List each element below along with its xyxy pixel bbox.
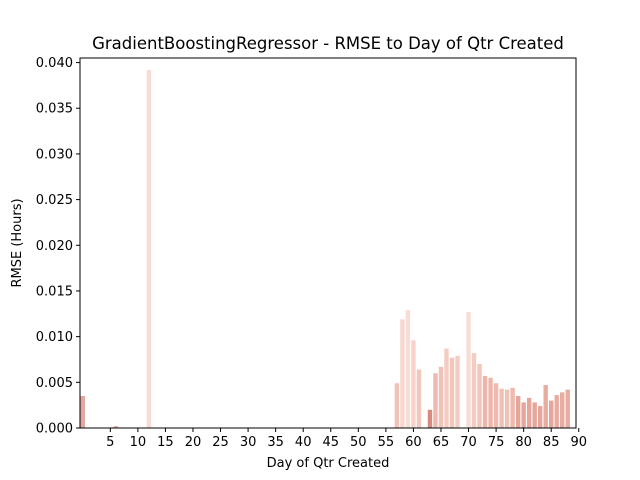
- x-tick-label: 85: [543, 435, 560, 450]
- plot-frame: [79, 57, 577, 429]
- x-tick-label: 30: [240, 435, 257, 450]
- bar-day-84: [543, 385, 548, 428]
- bar-day-81: [526, 397, 532, 428]
- y-tick-label: 0.030: [36, 147, 73, 162]
- bar-day-75: [493, 383, 499, 428]
- y-axis-label: RMSE (Hours): [10, 198, 25, 287]
- x-tick-label: 55: [378, 435, 395, 450]
- chart-title: GradientBoostingRegressor - RMSE to Day …: [92, 34, 564, 53]
- bar-day-76: [499, 388, 504, 428]
- x-tick-label: 65: [433, 435, 450, 450]
- bar-day-67: [449, 357, 455, 428]
- bar-day-57: [394, 383, 400, 428]
- x-tick-label: 40: [295, 435, 312, 450]
- x-axis-ticks: 5 10 15 20 25 30 35 40 45 50 55 60 65 70 75 80 85 90: [106, 428, 587, 450]
- y-tick-label: 0.040: [36, 56, 73, 71]
- bar-day-6: [113, 426, 119, 428]
- x-tick-label: 10: [130, 435, 147, 450]
- bar-day-64: [433, 373, 438, 428]
- x-tick-label: 80: [515, 435, 532, 450]
- x-tick-label: 35: [267, 435, 284, 450]
- y-tick-label: 0.015: [36, 284, 73, 299]
- bar-day-74: [488, 377, 493, 428]
- bar-day-79: [515, 396, 521, 428]
- bar-day-82: [532, 402, 537, 428]
- x-tick-label: 50: [350, 435, 367, 450]
- x-axis-label: Day of Qtr Created: [267, 456, 390, 471]
- x-tick-label: 75: [488, 435, 505, 450]
- x-tick-label: 20: [185, 435, 202, 450]
- x-tick-label: 5: [106, 435, 114, 450]
- bar-day-71: [471, 353, 477, 428]
- x-tick-label: 60: [405, 435, 422, 450]
- x-tick-label: 25: [212, 435, 229, 450]
- y-tick-label: 0.020: [36, 239, 73, 254]
- bar-day-78: [510, 387, 515, 428]
- bar-day-59: [405, 310, 411, 428]
- y-tick-label: 0.000: [36, 422, 73, 437]
- x-tick-label: 70: [460, 435, 477, 450]
- bar-day-85: [549, 400, 554, 428]
- bar-day-86: [554, 395, 559, 428]
- bar-day-70: [466, 311, 471, 428]
- x-tick-label: 15: [157, 435, 174, 450]
- bar-day-80: [521, 402, 526, 428]
- bar-day-87: [560, 392, 565, 428]
- bar-day-65: [438, 366, 444, 428]
- y-tick-label: 0.025: [36, 193, 73, 208]
- y-tick-label: 0.010: [36, 330, 73, 345]
- x-tick-label: 45: [322, 435, 339, 450]
- bar-day-63: [427, 409, 433, 428]
- bar-day-61: [416, 369, 422, 428]
- y-tick-label: 0.005: [36, 376, 73, 391]
- bar-day-0: [80, 396, 85, 428]
- bar-day-66: [444, 348, 449, 428]
- bar-day-88: [565, 389, 570, 428]
- bars-group: [80, 69, 570, 428]
- bar-day-73: [482, 375, 488, 428]
- y-axis-ticks: 0.000 0.005 0.010 0.015 0.020 0.025 0.030 0.035…: [36, 56, 80, 437]
- x-tick-label: 90: [570, 435, 587, 450]
- bar-day-60: [411, 340, 416, 428]
- bar-day-77: [504, 389, 510, 428]
- y-tick-label: 0.035: [36, 102, 73, 117]
- bar-day-83: [537, 406, 543, 428]
- bar-day-68: [455, 355, 460, 428]
- bar-day-58: [400, 319, 405, 428]
- bar-day-12: [146, 69, 152, 428]
- bar-day-72: [477, 364, 482, 428]
